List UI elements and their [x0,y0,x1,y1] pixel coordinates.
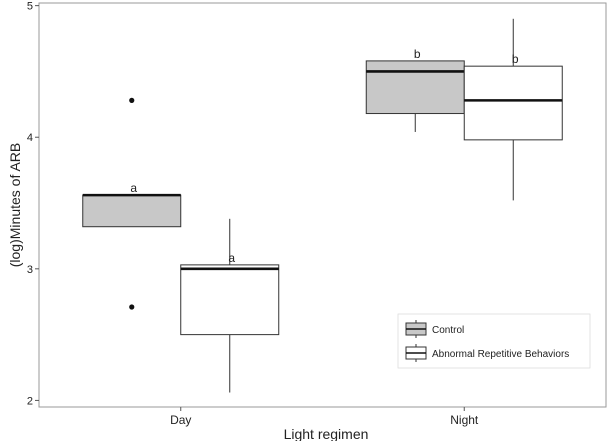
significance-label: a [228,251,235,265]
box-body [82,194,182,228]
y-tick-label: 4 [27,132,33,144]
y-axis: 2 3 4 5 [27,1,39,407]
box-outlier-point [129,304,135,310]
x-tick-label: Night [450,413,479,427]
x-tick-label: Day [170,413,191,427]
x-axis: Day Night [170,407,479,427]
box-layer: a b a b [82,18,563,393]
box-group: a [180,218,280,393]
legend-background [397,313,591,369]
y-axis-title: (log)Minutes of ARB [7,143,23,268]
box-outlier-point [129,97,135,103]
box-group: a [82,97,182,310]
y-tick-label: 3 [27,264,33,276]
box-body [180,264,280,336]
legend: Control Abnormal Repetitive Behaviors [397,313,591,369]
box-group: b [365,47,465,132]
box-body [463,65,563,141]
significance-label: a [130,181,137,195]
legend-label: Abnormal Repetitive Behaviors [432,349,569,360]
y-tick-label: 5 [27,1,33,13]
significance-label: b [512,52,519,66]
box-group: b [463,18,563,201]
x-axis-title: Light regimen [284,426,369,441]
box-body [365,60,465,115]
significance-label: b [414,47,421,61]
legend-label: Control [432,325,464,336]
y-tick-label: 2 [27,395,33,407]
